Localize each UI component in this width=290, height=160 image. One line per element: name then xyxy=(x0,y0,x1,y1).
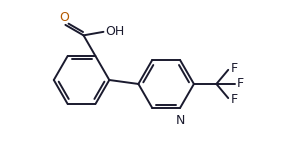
Text: F: F xyxy=(230,62,238,75)
Text: F: F xyxy=(230,93,238,106)
Text: N: N xyxy=(175,114,185,127)
Text: O: O xyxy=(59,11,69,24)
Text: F: F xyxy=(237,77,244,90)
Text: OH: OH xyxy=(105,25,124,38)
